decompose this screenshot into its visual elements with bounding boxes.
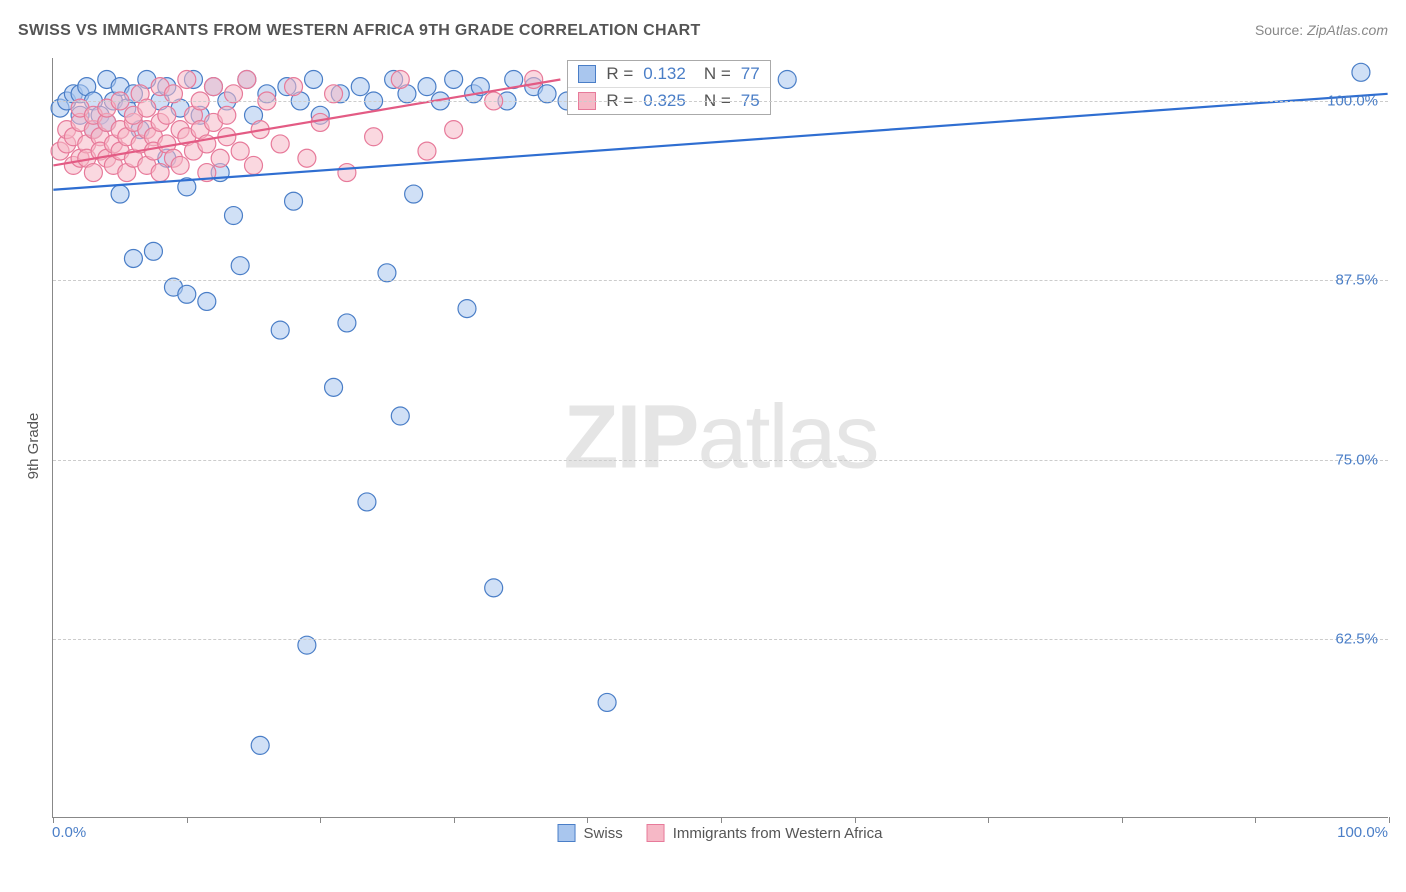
data-point [245, 156, 263, 174]
legend-item: Immigrants from Western Africa [647, 824, 883, 842]
r-value: 0.132 [643, 64, 686, 84]
x-tick [587, 817, 588, 823]
y-axis-label: 9th Grade [25, 413, 42, 480]
y-tick-label: 100.0% [1327, 93, 1378, 110]
stats-row: R = 0.132 N = 77 [568, 61, 769, 87]
y-tick-label: 75.0% [1335, 451, 1378, 468]
data-point [144, 242, 162, 260]
n-value: 77 [741, 64, 760, 84]
gridline [53, 639, 1388, 640]
x-axis-max-label: 100.0% [1337, 824, 1388, 841]
x-tick [187, 817, 188, 823]
data-point [391, 70, 409, 88]
data-point [285, 192, 303, 210]
gridline [53, 460, 1388, 461]
source-value: ZipAtlas.com [1307, 22, 1388, 38]
data-point [204, 78, 222, 96]
legend-swatch [578, 65, 596, 83]
x-axis-min-label: 0.0% [52, 824, 86, 841]
legend-label: Immigrants from Western Africa [673, 825, 883, 842]
data-point [1352, 63, 1370, 81]
data-point [445, 70, 463, 88]
data-point [271, 135, 289, 153]
data-point [238, 70, 256, 88]
data-point [391, 407, 409, 425]
data-point [151, 164, 169, 182]
data-point [305, 70, 323, 88]
legend-swatch [558, 824, 576, 842]
x-tick [988, 817, 989, 823]
data-point [418, 78, 436, 96]
x-tick [1255, 817, 1256, 823]
data-point [378, 264, 396, 282]
n-label: N = [704, 64, 731, 84]
data-point [778, 70, 796, 88]
x-tick [53, 817, 54, 823]
data-point [298, 149, 316, 167]
data-point [231, 142, 249, 160]
y-tick-label: 62.5% [1335, 630, 1378, 647]
data-point [84, 164, 102, 182]
data-point [351, 78, 369, 96]
x-tick [1122, 817, 1123, 823]
chart-container: SWISS VS IMMIGRANTS FROM WESTERN AFRICA … [0, 0, 1406, 892]
x-tick [320, 817, 321, 823]
x-tick [1389, 817, 1390, 823]
data-point [338, 314, 356, 332]
r-label: R = [606, 64, 633, 84]
stats-legend-box: R =0.132N =77R =0.325N =75 [567, 60, 770, 115]
plot-area: ZIPatlas R =0.132N =77R =0.325N =75 62.5… [52, 58, 1388, 818]
data-point [225, 207, 243, 225]
gridline [53, 101, 1388, 102]
legend-item: Swiss [558, 824, 623, 842]
legend-label: Swiss [584, 825, 623, 842]
data-point [598, 693, 616, 711]
data-point [198, 292, 216, 310]
chart-title: SWISS VS IMMIGRANTS FROM WESTERN AFRICA … [18, 22, 701, 40]
data-point [285, 78, 303, 96]
data-point [231, 257, 249, 275]
data-point [418, 142, 436, 160]
data-point [365, 128, 383, 146]
data-point [111, 185, 129, 203]
legend-swatch [647, 824, 665, 842]
data-point [178, 70, 196, 88]
gridline [53, 280, 1388, 281]
data-point [325, 378, 343, 396]
legend-bottom: Swiss Immigrants from Western Africa [558, 824, 883, 842]
data-point [178, 285, 196, 303]
x-axis-labels: 0.0% 100.0% Swiss Immigrants from Western… [52, 824, 1388, 854]
data-point [338, 164, 356, 182]
data-point [171, 156, 189, 174]
data-point [458, 300, 476, 318]
x-tick [454, 817, 455, 823]
data-point [251, 736, 269, 754]
x-tick [721, 817, 722, 823]
source-label: Source: [1255, 22, 1303, 38]
data-point [158, 106, 176, 124]
data-point [485, 579, 503, 597]
data-point [271, 321, 289, 339]
data-point [405, 185, 423, 203]
scatter-svg [53, 58, 1388, 817]
data-point [445, 121, 463, 139]
source-attribution: Source: ZipAtlas.com [1255, 22, 1388, 38]
y-tick-label: 87.5% [1335, 272, 1378, 289]
data-point [211, 149, 229, 167]
data-point [311, 113, 329, 131]
data-point [124, 250, 142, 268]
data-point [358, 493, 376, 511]
data-point [218, 106, 236, 124]
x-tick [855, 817, 856, 823]
